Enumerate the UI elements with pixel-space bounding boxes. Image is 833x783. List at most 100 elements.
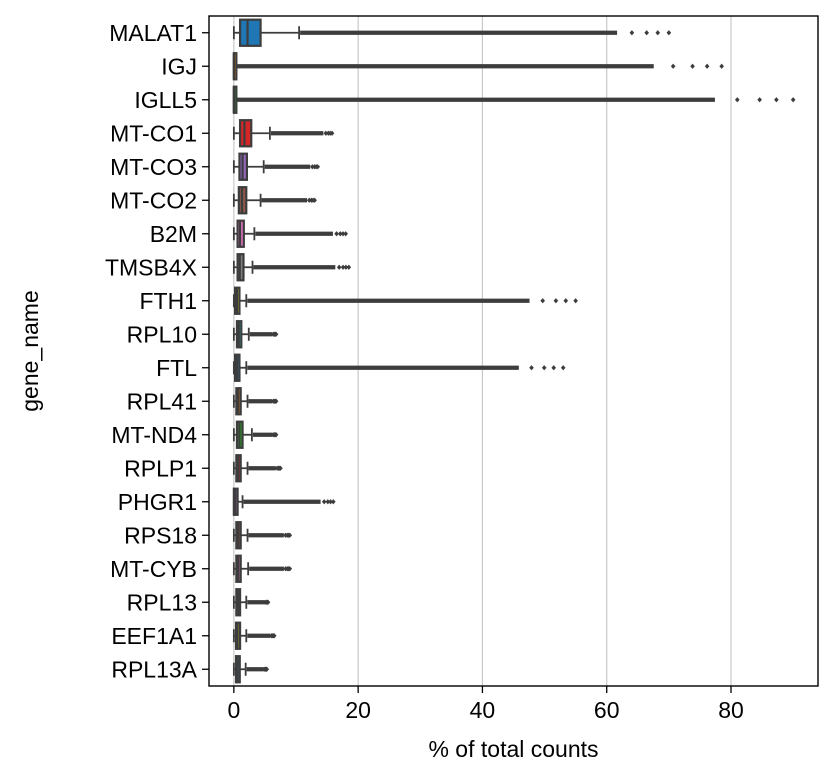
outlier-point-igll5-2	[774, 97, 779, 103]
outlier-point-rpl13a-3	[264, 666, 270, 672]
plot-area-frame	[208, 15, 819, 687]
outlier-point-igj-0	[670, 63, 676, 69]
box-igll5	[232, 85, 796, 114]
outlier-point-ftl-0	[529, 365, 534, 371]
box-mt-co2	[232, 186, 317, 215]
y-tick-label-mt-co3: MT-CO3	[110, 154, 197, 180]
box-rpl41	[232, 387, 279, 416]
box-mt-co1	[232, 119, 335, 148]
outlier-point-b2m-3	[343, 231, 349, 237]
y-tick-label-phgr1: PHGR1	[118, 489, 197, 515]
outlier-point-b2m-0	[334, 231, 339, 237]
outlier-point-rplp1-3	[278, 465, 283, 471]
y-tick-label-rplp1: RPLP1	[124, 455, 197, 481]
box-rpl13	[232, 588, 271, 617]
y-tick-label-rps18: RPS18	[124, 522, 197, 548]
outlier-point-mt-cyb-3	[287, 566, 293, 572]
y-tick-label-rpl10: RPL10	[127, 321, 197, 347]
outlier-point-tmsb4x-2	[343, 264, 349, 270]
box-layer	[232, 18, 796, 684]
y-tick-label-eef1a1: EEF1A1	[111, 623, 197, 649]
outlier-point-fth1-0	[540, 298, 546, 304]
outlier-point-igj-1	[690, 63, 695, 69]
box-phgr1	[232, 487, 336, 516]
box-mt-nd4	[232, 420, 279, 449]
y-tick-label-igj: IGJ	[161, 53, 197, 79]
y-tick-label-mt-co1: MT-CO1	[110, 120, 197, 146]
y-axis-title: gene_name	[17, 290, 43, 412]
outlier-point-tmsb4x-3	[346, 264, 352, 270]
outlier-point-mt-co1-0	[323, 130, 329, 136]
x-tick-label-40: 40	[470, 697, 496, 723]
x-tick-label-0: 0	[227, 697, 240, 723]
y-tick-label-rpl13: RPL13	[127, 589, 197, 615]
outlier-point-igll5-0	[734, 97, 740, 103]
y-tick-label-b2m: B2M	[150, 221, 197, 247]
outlier-point-malat1-0	[629, 30, 635, 36]
box-body-malat1	[238, 18, 262, 47]
x-tick-label-60: 60	[594, 697, 620, 723]
outlier-point-phgr1-0	[321, 499, 327, 505]
outlier-point-tmsb4x-0	[336, 264, 342, 270]
y-tick-label-malat1: MALAT1	[109, 20, 197, 46]
outlier-point-rpl41-3	[273, 398, 279, 404]
outlier-point-igll5-1	[757, 97, 762, 103]
box-body-mt-co1	[238, 119, 253, 148]
x-axis-title: % of total counts	[428, 736, 598, 762]
outlier-point-fth1-2	[563, 298, 569, 304]
y-tick-label-mt-cyb: MT-CYB	[110, 556, 197, 582]
outlier-point-fth1-3	[573, 298, 578, 304]
outlier-point-fth1-1	[553, 298, 559, 304]
outlier-point-mt-co2-3	[312, 197, 317, 203]
box-eef1a1	[232, 621, 277, 650]
outlier-point-malat1-2	[655, 30, 661, 36]
outlier-point-tmsb4x-1	[340, 264, 346, 270]
outlier-point-igj-2	[704, 63, 710, 69]
y-tick-label-rpl41: RPL41	[127, 388, 197, 414]
y-tick-label-ftl: FTL	[156, 355, 197, 381]
outlier-point-mt-nd4-3	[273, 432, 279, 438]
outlier-point-igll5-3	[790, 97, 796, 103]
outlier-point-b2m-1	[337, 231, 343, 237]
x-tick-label-20: 20	[345, 697, 371, 723]
box-malat1	[232, 18, 672, 47]
outlier-point-malat1-1	[644, 30, 649, 36]
box-rpl10	[232, 320, 279, 349]
outlier-point-phgr1-2	[328, 499, 333, 505]
outlier-point-eef1a1-3	[271, 633, 277, 639]
y-tick-label-tmsb4x: TMSB4X	[105, 254, 197, 280]
outlier-point-mt-co3-3	[315, 164, 321, 170]
y-tick-label-fth1: FTH1	[140, 288, 198, 314]
outlier-point-mt-co1-3	[329, 130, 335, 136]
outlier-point-rpl13-3	[265, 599, 271, 605]
outlier-point-phgr1-1	[325, 499, 331, 505]
outlier-point-malat1-3	[666, 30, 672, 36]
outlier-point-igj-3	[719, 63, 724, 69]
box-b2m	[232, 219, 349, 248]
outlier-point-phgr1-3	[330, 499, 336, 505]
box-rpl13a	[232, 655, 270, 684]
box-rps18	[232, 521, 293, 550]
y-tick-label-mt-co2: MT-CO2	[110, 187, 197, 213]
box-tmsb4x	[232, 253, 352, 282]
grid-lines	[233, 16, 732, 686]
outlier-point-b2m-2	[340, 231, 346, 237]
outlier-point-ftl-3	[560, 365, 566, 371]
box-mt-cyb	[232, 554, 293, 583]
box-igj	[232, 52, 724, 81]
x-axis-ticks: 0 20 40 60 80	[227, 686, 744, 723]
y-tick-label-igll5: IGLL5	[134, 87, 197, 113]
box-fth1	[232, 286, 578, 315]
outlier-point-ftl-2	[551, 365, 557, 371]
outlier-point-rpl10-3	[273, 331, 279, 337]
box-ftl	[232, 353, 566, 382]
y-tick-label-mt-nd4: MT-ND4	[111, 422, 197, 448]
x-tick-label-80: 80	[718, 697, 744, 723]
box-mt-co3	[232, 152, 321, 181]
box-rplp1	[232, 454, 283, 483]
outlier-point-ftl-1	[541, 365, 547, 371]
outlier-point-rps18-3	[287, 532, 293, 538]
y-axis-ticks: MALAT1 IGJ IGLL5 MT-CO1 MT-CO3 MT-CO2 B2M TMSB4…	[105, 20, 209, 682]
y-tick-label-rpl13a: RPL13A	[111, 656, 197, 682]
